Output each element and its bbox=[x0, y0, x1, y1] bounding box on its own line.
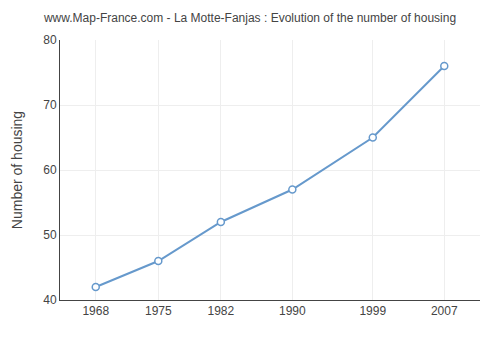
svg-text:40: 40 bbox=[43, 293, 57, 307]
svg-text:Number of housing: Number of housing bbox=[9, 111, 25, 229]
svg-text:1999: 1999 bbox=[359, 304, 386, 318]
svg-text:1968: 1968 bbox=[82, 304, 109, 318]
svg-text:www.Map-France.com - La Motte-: www.Map-France.com - La Motte-Fanjas : E… bbox=[43, 11, 456, 25]
svg-text:1975: 1975 bbox=[145, 304, 172, 318]
svg-text:70: 70 bbox=[43, 98, 57, 112]
svg-text:1990: 1990 bbox=[279, 304, 306, 318]
svg-text:60: 60 bbox=[43, 163, 57, 177]
svg-text:80: 80 bbox=[43, 33, 57, 47]
svg-text:1982: 1982 bbox=[207, 304, 234, 318]
svg-text:50: 50 bbox=[43, 228, 57, 242]
svg-text:2007: 2007 bbox=[431, 304, 458, 318]
